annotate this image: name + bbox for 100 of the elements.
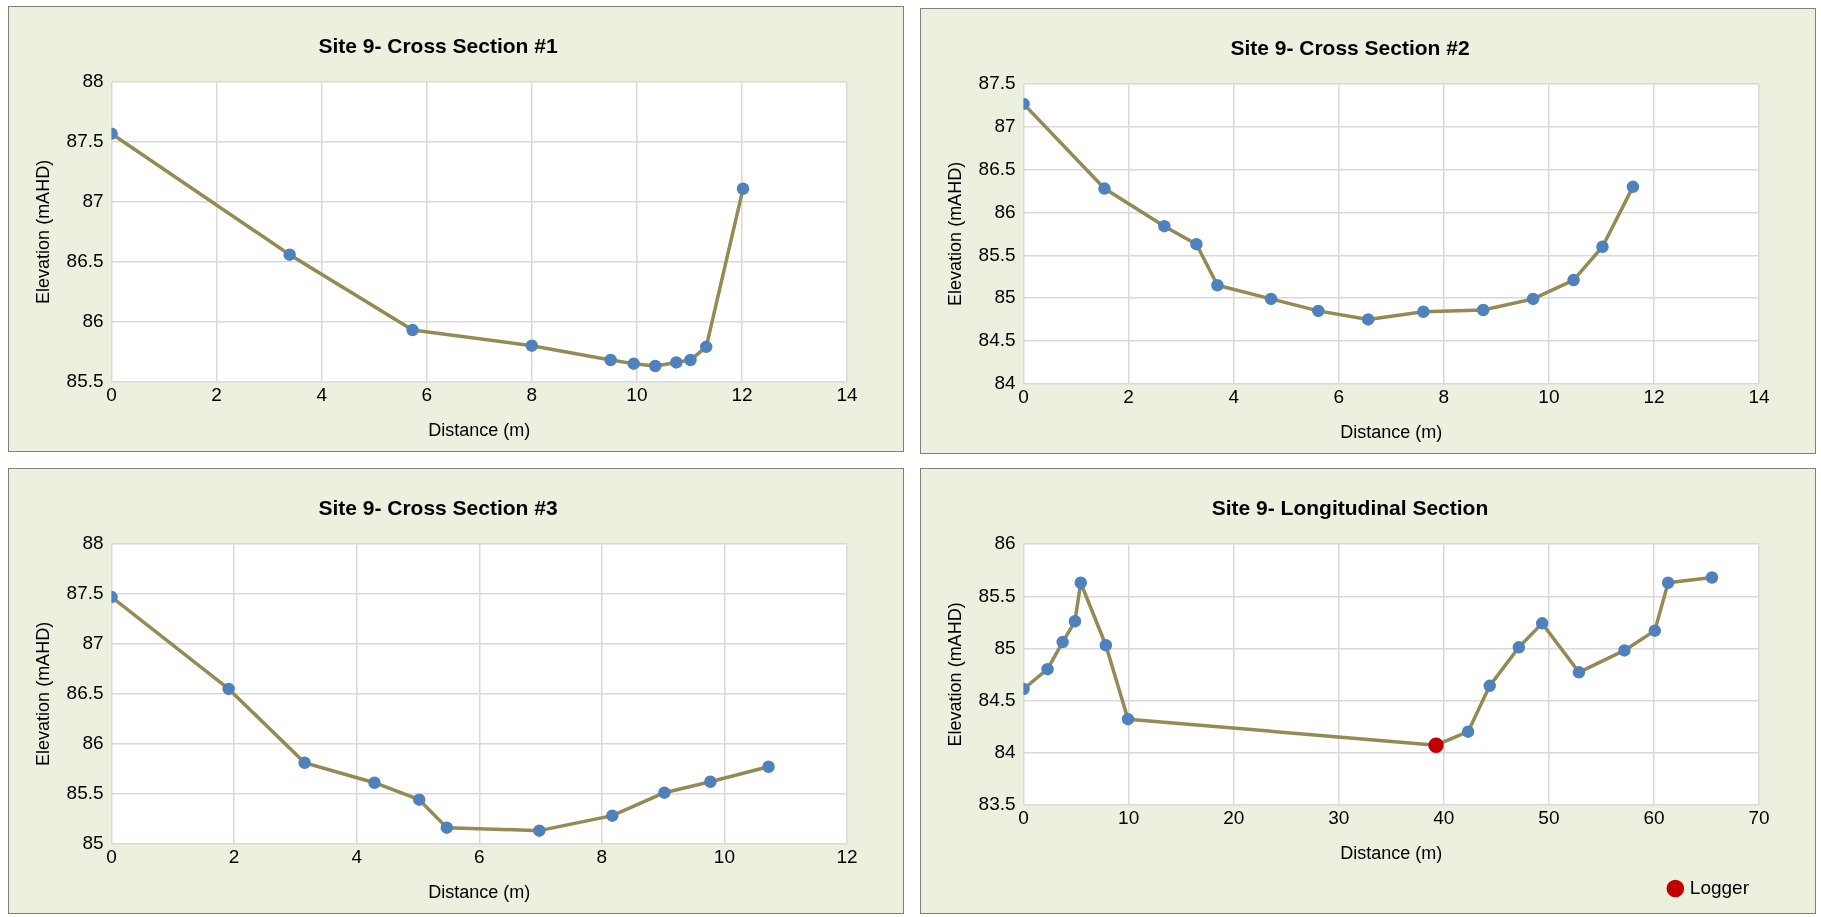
chart-title: Site 9- Longitudinal Section <box>1211 496 1489 520</box>
y-tick-label: 85.5 <box>978 584 1016 606</box>
point <box>1572 666 1586 679</box>
x-tick-label: 10 <box>626 384 648 406</box>
x-tick-label: 8 <box>1438 386 1450 408</box>
x-axis-title: Distance (m) <box>428 420 531 441</box>
y-tick-label: 86 <box>994 532 1016 554</box>
y-tick-label: 85.5 <box>66 781 104 803</box>
x-tick-label: 6 <box>474 846 485 868</box>
y-tick-label: 87.5 <box>978 72 1016 94</box>
point <box>406 323 419 337</box>
x-tick-label: 10 <box>1118 807 1140 829</box>
y-tick-label: 86 <box>994 200 1016 222</box>
x-tick-label: 6 <box>421 384 433 406</box>
point <box>670 356 683 369</box>
point <box>699 340 713 354</box>
y-tick-label: 85 <box>994 636 1016 658</box>
x-tick-label: 2 <box>1123 386 1134 408</box>
point <box>368 776 381 789</box>
point <box>1098 182 1111 195</box>
x-axis-title: Distance (m) <box>1340 843 1443 864</box>
x-tick-label: 50 <box>1538 807 1560 829</box>
x-tick-label: 8 <box>526 384 538 406</box>
point <box>1596 240 1609 253</box>
y-tick-label: 85.5 <box>66 369 104 391</box>
y-tick-label: 88 <box>82 70 104 92</box>
x-tick-label: 4 <box>316 384 328 406</box>
y-tick-label: 86 <box>82 732 104 754</box>
point <box>1211 278 1224 292</box>
point <box>1476 303 1490 317</box>
point <box>1705 571 1719 584</box>
point <box>1661 576 1675 589</box>
point <box>1158 219 1171 233</box>
point <box>298 756 311 770</box>
y-tick-label: 87.5 <box>66 582 104 604</box>
point <box>658 786 671 799</box>
point <box>606 809 619 822</box>
point <box>1526 292 1540 306</box>
point <box>1264 292 1278 306</box>
y-tick-label: 85.5 <box>978 243 1016 265</box>
y-tick-label: 88 <box>82 532 104 554</box>
x-tick-label: 40 <box>1433 807 1455 829</box>
point <box>649 359 662 373</box>
x-tick-label: 0 <box>1018 807 1029 829</box>
x-tick-label: 12 <box>836 846 858 868</box>
y-tick-label: 86.5 <box>978 157 1016 179</box>
point <box>1535 617 1549 630</box>
y-tick-label: 87 <box>82 190 104 212</box>
legend-label: Logger <box>1689 876 1750 898</box>
point <box>1648 624 1662 637</box>
y-tick-label: 83.5 <box>978 792 1016 814</box>
point <box>627 357 640 370</box>
point <box>1626 180 1640 194</box>
point <box>1056 635 1069 649</box>
point <box>1361 313 1375 326</box>
y-tick-label: 84 <box>994 371 1017 393</box>
point <box>412 793 426 806</box>
x-tick-label: 30 <box>1328 807 1350 829</box>
point <box>1068 615 1082 628</box>
y-tick-label: 86 <box>82 309 104 331</box>
point <box>604 353 617 367</box>
x-tick-label: 0 <box>1018 386 1029 408</box>
y-tick-label: 85 <box>82 831 104 853</box>
point <box>1483 679 1496 693</box>
point <box>684 353 697 367</box>
point <box>1121 712 1135 726</box>
point <box>533 824 546 837</box>
y-tick-label: 87 <box>82 632 104 654</box>
y-tick-label: 84.5 <box>978 329 1016 351</box>
y-axis-title: Elevation (mAHD) <box>32 159 53 304</box>
x-tick-label: 0 <box>106 384 117 406</box>
x-tick-label: 20 <box>1223 807 1245 829</box>
point <box>1417 305 1430 318</box>
x-tick-label: 4 <box>351 846 363 868</box>
point <box>525 339 539 352</box>
x-tick-label: 14 <box>836 384 858 406</box>
x-tick-label: 2 <box>211 384 222 406</box>
y-tick-label: 87 <box>994 115 1016 137</box>
point <box>283 248 296 261</box>
x-tick-label: 14 <box>1748 386 1770 408</box>
y-tick-label: 87.5 <box>66 130 104 152</box>
point <box>1099 638 1113 652</box>
x-tick-label: 6 <box>1333 386 1345 408</box>
point <box>736 182 750 196</box>
y-tick-label: 85 <box>994 286 1016 308</box>
chart-title: Site 9- Cross Section #3 <box>318 496 558 520</box>
x-axis-title: Distance (m) <box>1340 422 1443 443</box>
x-tick-label: 70 <box>1748 807 1770 829</box>
chart-title: Site 9- Cross Section #2 <box>1230 36 1470 60</box>
y-tick-label: 86.5 <box>66 682 104 704</box>
point <box>1190 237 1203 251</box>
x-tick-label: 10 <box>1538 386 1560 408</box>
point <box>1618 644 1631 657</box>
y-axis-title: Elevation (mAHD) <box>944 602 965 747</box>
x-tick-label: 8 <box>596 846 608 868</box>
point <box>1461 725 1475 738</box>
x-tick-label: 60 <box>1643 807 1665 829</box>
x-tick-label: 10 <box>713 846 735 868</box>
point <box>222 682 235 696</box>
point <box>1312 304 1325 318</box>
